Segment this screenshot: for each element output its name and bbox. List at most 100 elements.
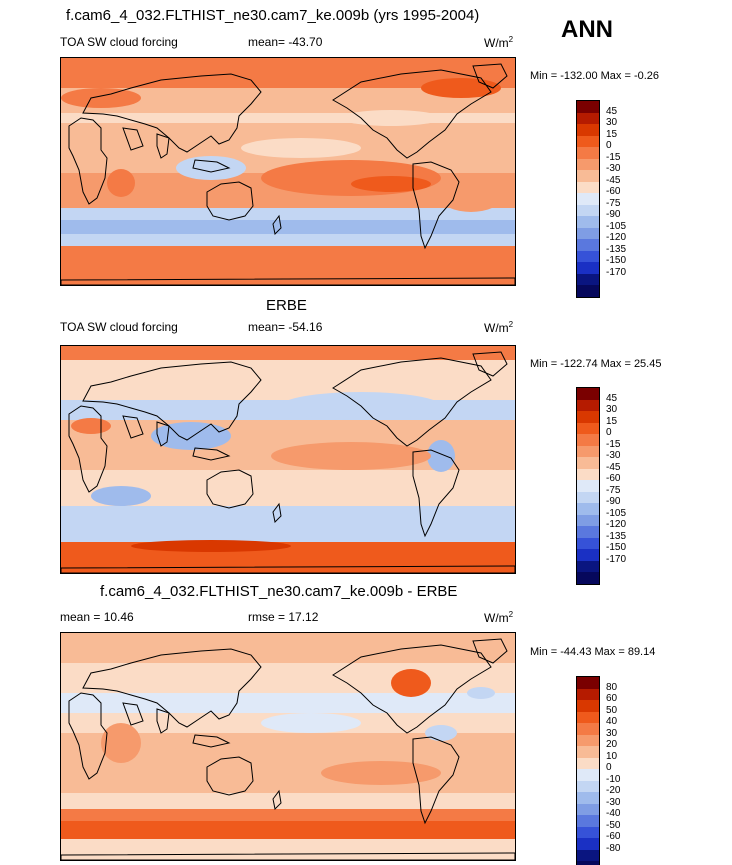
field-anomaly — [441, 184, 501, 212]
panel1-map — [60, 57, 516, 286]
colorbar-tick-label: 45 — [606, 105, 618, 117]
colorbar-tick-label: 0 — [606, 762, 612, 773]
coastline — [82, 648, 262, 728]
colorbar-level — [577, 723, 599, 735]
panel1-mean: mean= -43.70 — [248, 35, 323, 49]
colorbar-level — [577, 688, 599, 701]
coastline — [156, 421, 170, 447]
coastline — [122, 415, 144, 439]
colorbar-level — [577, 273, 599, 286]
colorbar-level — [577, 792, 599, 804]
coastline — [82, 73, 262, 153]
field-anomaly — [107, 169, 135, 197]
coastline — [206, 756, 254, 796]
colorbar-tick-label: -170 — [606, 553, 627, 565]
colorbar-level — [577, 861, 599, 865]
field-anomaly — [321, 761, 441, 785]
field-anomaly — [131, 540, 291, 552]
colorbar-level — [577, 112, 599, 125]
field-band — [61, 360, 515, 400]
colorbar-tick-label: 30 — [606, 404, 618, 415]
colorbar-box — [576, 100, 600, 298]
panel2-map — [60, 345, 516, 574]
panel3-units: W/m2 — [484, 610, 514, 625]
coastline — [412, 736, 460, 825]
colorbar-level — [577, 677, 599, 689]
season-label: ANN — [561, 16, 613, 43]
colorbar-level — [577, 181, 599, 194]
coastline — [472, 638, 508, 664]
colorbar-box — [576, 676, 600, 865]
coastline — [68, 405, 108, 493]
field-anomaly — [351, 176, 431, 192]
coastline — [472, 351, 508, 377]
colorbar-level — [577, 480, 599, 492]
colorbar-level — [577, 700, 599, 712]
colorbar-level — [577, 170, 599, 182]
coastline — [272, 502, 282, 524]
field-anomaly — [427, 440, 455, 472]
colorbar-tick-label: -75 — [606, 197, 621, 209]
colorbar-tick-label: -90 — [606, 496, 621, 507]
colorbar-tick-label: -20 — [606, 785, 621, 796]
field-band — [61, 113, 515, 123]
colorbar-level — [577, 147, 599, 159]
colorbar-level — [577, 388, 599, 400]
colorbar-level — [577, 503, 599, 515]
colorbar-level — [577, 780, 599, 793]
coastline — [122, 702, 144, 726]
colorbar-tick-label: 15 — [606, 128, 618, 140]
colorbar-tick-label: 15 — [606, 415, 618, 427]
coastline — [272, 214, 282, 236]
colorbar-level — [577, 815, 599, 827]
panel1-minmax: Min = -132.00 Max = -0.26 — [530, 70, 660, 82]
field-anomaly — [101, 723, 141, 763]
arctic-band — [61, 346, 515, 360]
colorbar-level — [577, 746, 599, 758]
colorbar-level — [577, 849, 599, 862]
colorbar-tick-label: -50 — [606, 819, 621, 831]
coastline — [412, 449, 460, 538]
southern-ocean-band — [61, 809, 515, 821]
panel2-minmax: Min = -122.74 Max = 25.45 — [530, 358, 662, 370]
colorbar-tick-label: -90 — [606, 209, 621, 220]
colorbar-tick-label: 20 — [606, 739, 618, 750]
colorbar-level — [577, 572, 599, 584]
panel3-title: f.cam6_4_032.FLTHIST_ne30.cam7_ke.009b -… — [100, 583, 458, 600]
colorbar-level — [577, 227, 599, 240]
field-anomaly — [171, 733, 231, 753]
colorbar-level — [577, 216, 599, 228]
colorbar-level — [577, 285, 599, 297]
colorbar-tick-label: -60 — [606, 831, 621, 842]
panel1-units: W/m2 — [484, 35, 514, 50]
warm-pool-anomaly — [151, 422, 231, 450]
southern-ocean-band — [61, 208, 515, 220]
coastline — [68, 692, 108, 780]
southern-ocean-band — [61, 220, 515, 234]
colorbar-tick-label: -60 — [606, 473, 621, 484]
colorbar-tick-label: -30 — [606, 450, 621, 461]
colorbar-tick-label: 0 — [606, 427, 612, 438]
field-anomaly — [391, 669, 431, 697]
southern-ocean-band — [61, 506, 515, 542]
field-band — [61, 839, 515, 860]
colorbar-level — [577, 514, 599, 527]
field-band — [61, 633, 515, 663]
coastline — [192, 447, 231, 461]
colorbar-level — [577, 399, 599, 412]
coastline — [68, 117, 108, 205]
field-anomaly — [271, 442, 431, 470]
panel3-minmax: Min = -44.43 Max = 89.14 — [530, 646, 656, 658]
colorbar-tick-label: -105 — [606, 220, 627, 232]
field-anomaly — [241, 138, 361, 158]
colorbar-tick-label: -105 — [606, 507, 627, 519]
colorbar-tick-label: 0 — [606, 140, 612, 151]
colorbar-tick-label: 10 — [606, 750, 618, 762]
coastline — [156, 708, 170, 734]
coastline — [156, 133, 170, 159]
colorbar-level — [577, 769, 599, 781]
colorbar-tick-label: 30 — [606, 117, 618, 128]
colorbar-level — [577, 526, 599, 538]
colorbar-level — [577, 734, 599, 747]
